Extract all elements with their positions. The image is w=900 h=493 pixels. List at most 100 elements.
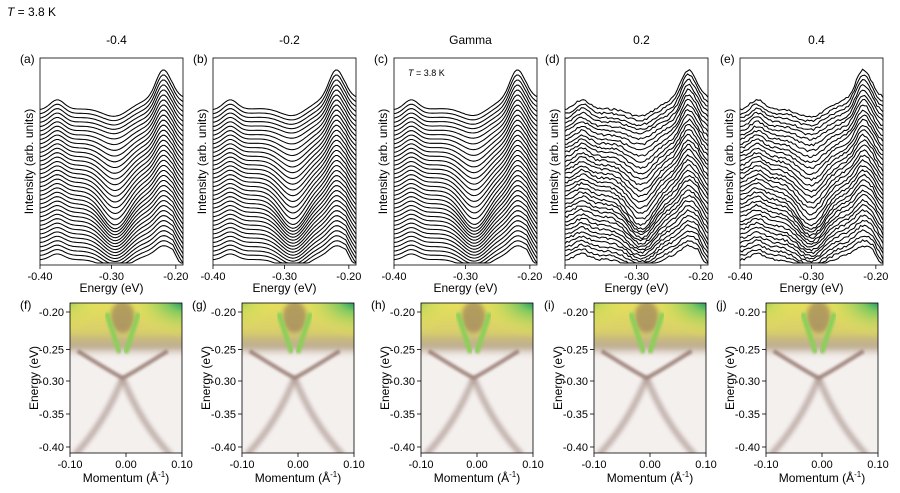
y-tick-label: -0.30 [563,376,588,388]
edc-curve [739,144,884,199]
x-tick-label: -0.20 [336,271,361,283]
edc-curve [393,109,538,156]
edc-curve [212,119,357,168]
edc-curve [393,230,538,262]
x-tick-label: 0.00 [287,459,308,471]
panel-letter: (i) [544,298,555,312]
edc-curve [564,78,709,127]
y-tick-label: -0.35 [390,409,415,421]
edc-curve [212,205,357,247]
intensity-map [766,303,878,453]
edc-curves [739,68,884,264]
x-axis-label: Energy (eV) [779,281,843,295]
map-panel-g: (g) -0.20 -0.25 -0.30 -0.35 -0.40 Energy (eV) -… [192,298,365,485]
edc-curve [393,99,538,145]
edc-curve [212,215,357,253]
x-tick-label: -0.30 [272,271,297,283]
y-tick-label: -0.25 [563,345,588,357]
edc-curve [564,205,709,248]
edc-curve [39,79,184,126]
edc-curve [39,84,184,130]
y-tick-label: -0.30 [39,376,64,388]
x-tick-label: 0.00 [466,459,487,471]
edc-curve [212,89,357,134]
edc-curve [739,219,884,257]
edc-curve [739,83,884,132]
edc-panel-e: (e) 0.4 Intensity (arb. units) -0.40 -0.30 -0… [720,33,888,295]
panel-inset-label: T = 3.8 K [408,68,445,78]
edc-curve [39,159,184,215]
x-axis-label: Energy (eV) [433,281,497,295]
edc-curve [739,198,884,245]
panel-letter: (a) [20,52,35,66]
edc-curve [393,154,538,208]
edc-curve [393,74,538,121]
edc-curve [393,139,538,191]
edc-panel-b: (b) -0.2 Intensity (arb. units) -0.40 -0.30 -… [193,33,361,295]
y-tick-label: -0.40 [735,442,760,454]
edc-curve [393,180,538,232]
edc-curve [393,195,538,241]
x-tick-label: -0.20 [163,271,188,283]
edc-curve [39,74,184,122]
x-tick-label: -0.10 [229,459,254,471]
edc-curve [564,113,709,163]
edc-curve [212,154,357,208]
edc-curve [393,149,538,202]
edc-curve [212,129,357,180]
edc-curve [565,209,709,251]
edc-curve [564,158,709,214]
edc-curve [739,94,884,141]
edc-curve [393,104,538,151]
temperature-label: T = 3.8 K [7,5,56,19]
edc-curve [212,144,357,197]
x-tick-label: -0.20 [517,271,542,283]
edc-curve [212,84,357,130]
edc-curve [564,103,709,151]
edc-curve [212,210,357,250]
y-tick-label: -0.30 [211,376,236,388]
edc-curve [39,99,184,146]
panel-header: -0.4 [106,33,127,47]
x-axis-label: Energy (eV) [79,281,143,295]
y-tick-label: -0.25 [735,345,760,357]
edc-curve [212,220,357,256]
edc-curve [564,143,709,198]
y-axis-label: Intensity (arb. units) [722,109,736,214]
edc-curve [212,149,357,203]
y-tick-label: -0.25 [211,345,236,357]
edc-curve [39,230,184,263]
edc-curve [212,175,357,229]
edc-curve [39,139,184,192]
x-tick-label: 0.10 [343,459,364,471]
y-tick-label: -0.40 [211,442,236,454]
y-axis-label: Energy (eV) [378,346,392,410]
y-tick-label: -0.40 [39,442,64,454]
edc-curve [39,89,184,135]
temperature-value: = 3.8 K [14,5,56,19]
x-tick-label: 0.10 [171,459,192,471]
y-tick-label: -0.35 [211,409,236,421]
map-panel-f: (f) -0.20 -0.25 -0.30 -0.35 -0.40 Energy (eV) -… [20,298,193,485]
edc-curve [39,119,184,169]
y-tick-label: -0.20 [39,307,64,319]
edc-curve [739,209,884,252]
temperature-symbol: T [7,5,16,19]
edc-curve [212,159,357,214]
y-tick-label: -0.40 [563,442,588,454]
intensity-map [594,303,706,453]
edc-curve [212,94,357,139]
edc-curves [212,69,357,264]
edc-curve [739,68,884,118]
x-tick-label: -0.30 [799,271,824,283]
edc-curve [564,194,709,242]
edc-curve [39,134,184,186]
edc-curve [212,109,357,157]
edc-curve [564,123,709,175]
edc-curve [739,133,884,187]
edc-curve [739,114,884,163]
y-tick-label: -0.35 [39,409,64,421]
edc-curve [564,73,709,122]
map-panel-h: (h) -0.20 -0.25 -0.30 -0.35 -0.40 Energy (eV) -… [371,298,544,485]
